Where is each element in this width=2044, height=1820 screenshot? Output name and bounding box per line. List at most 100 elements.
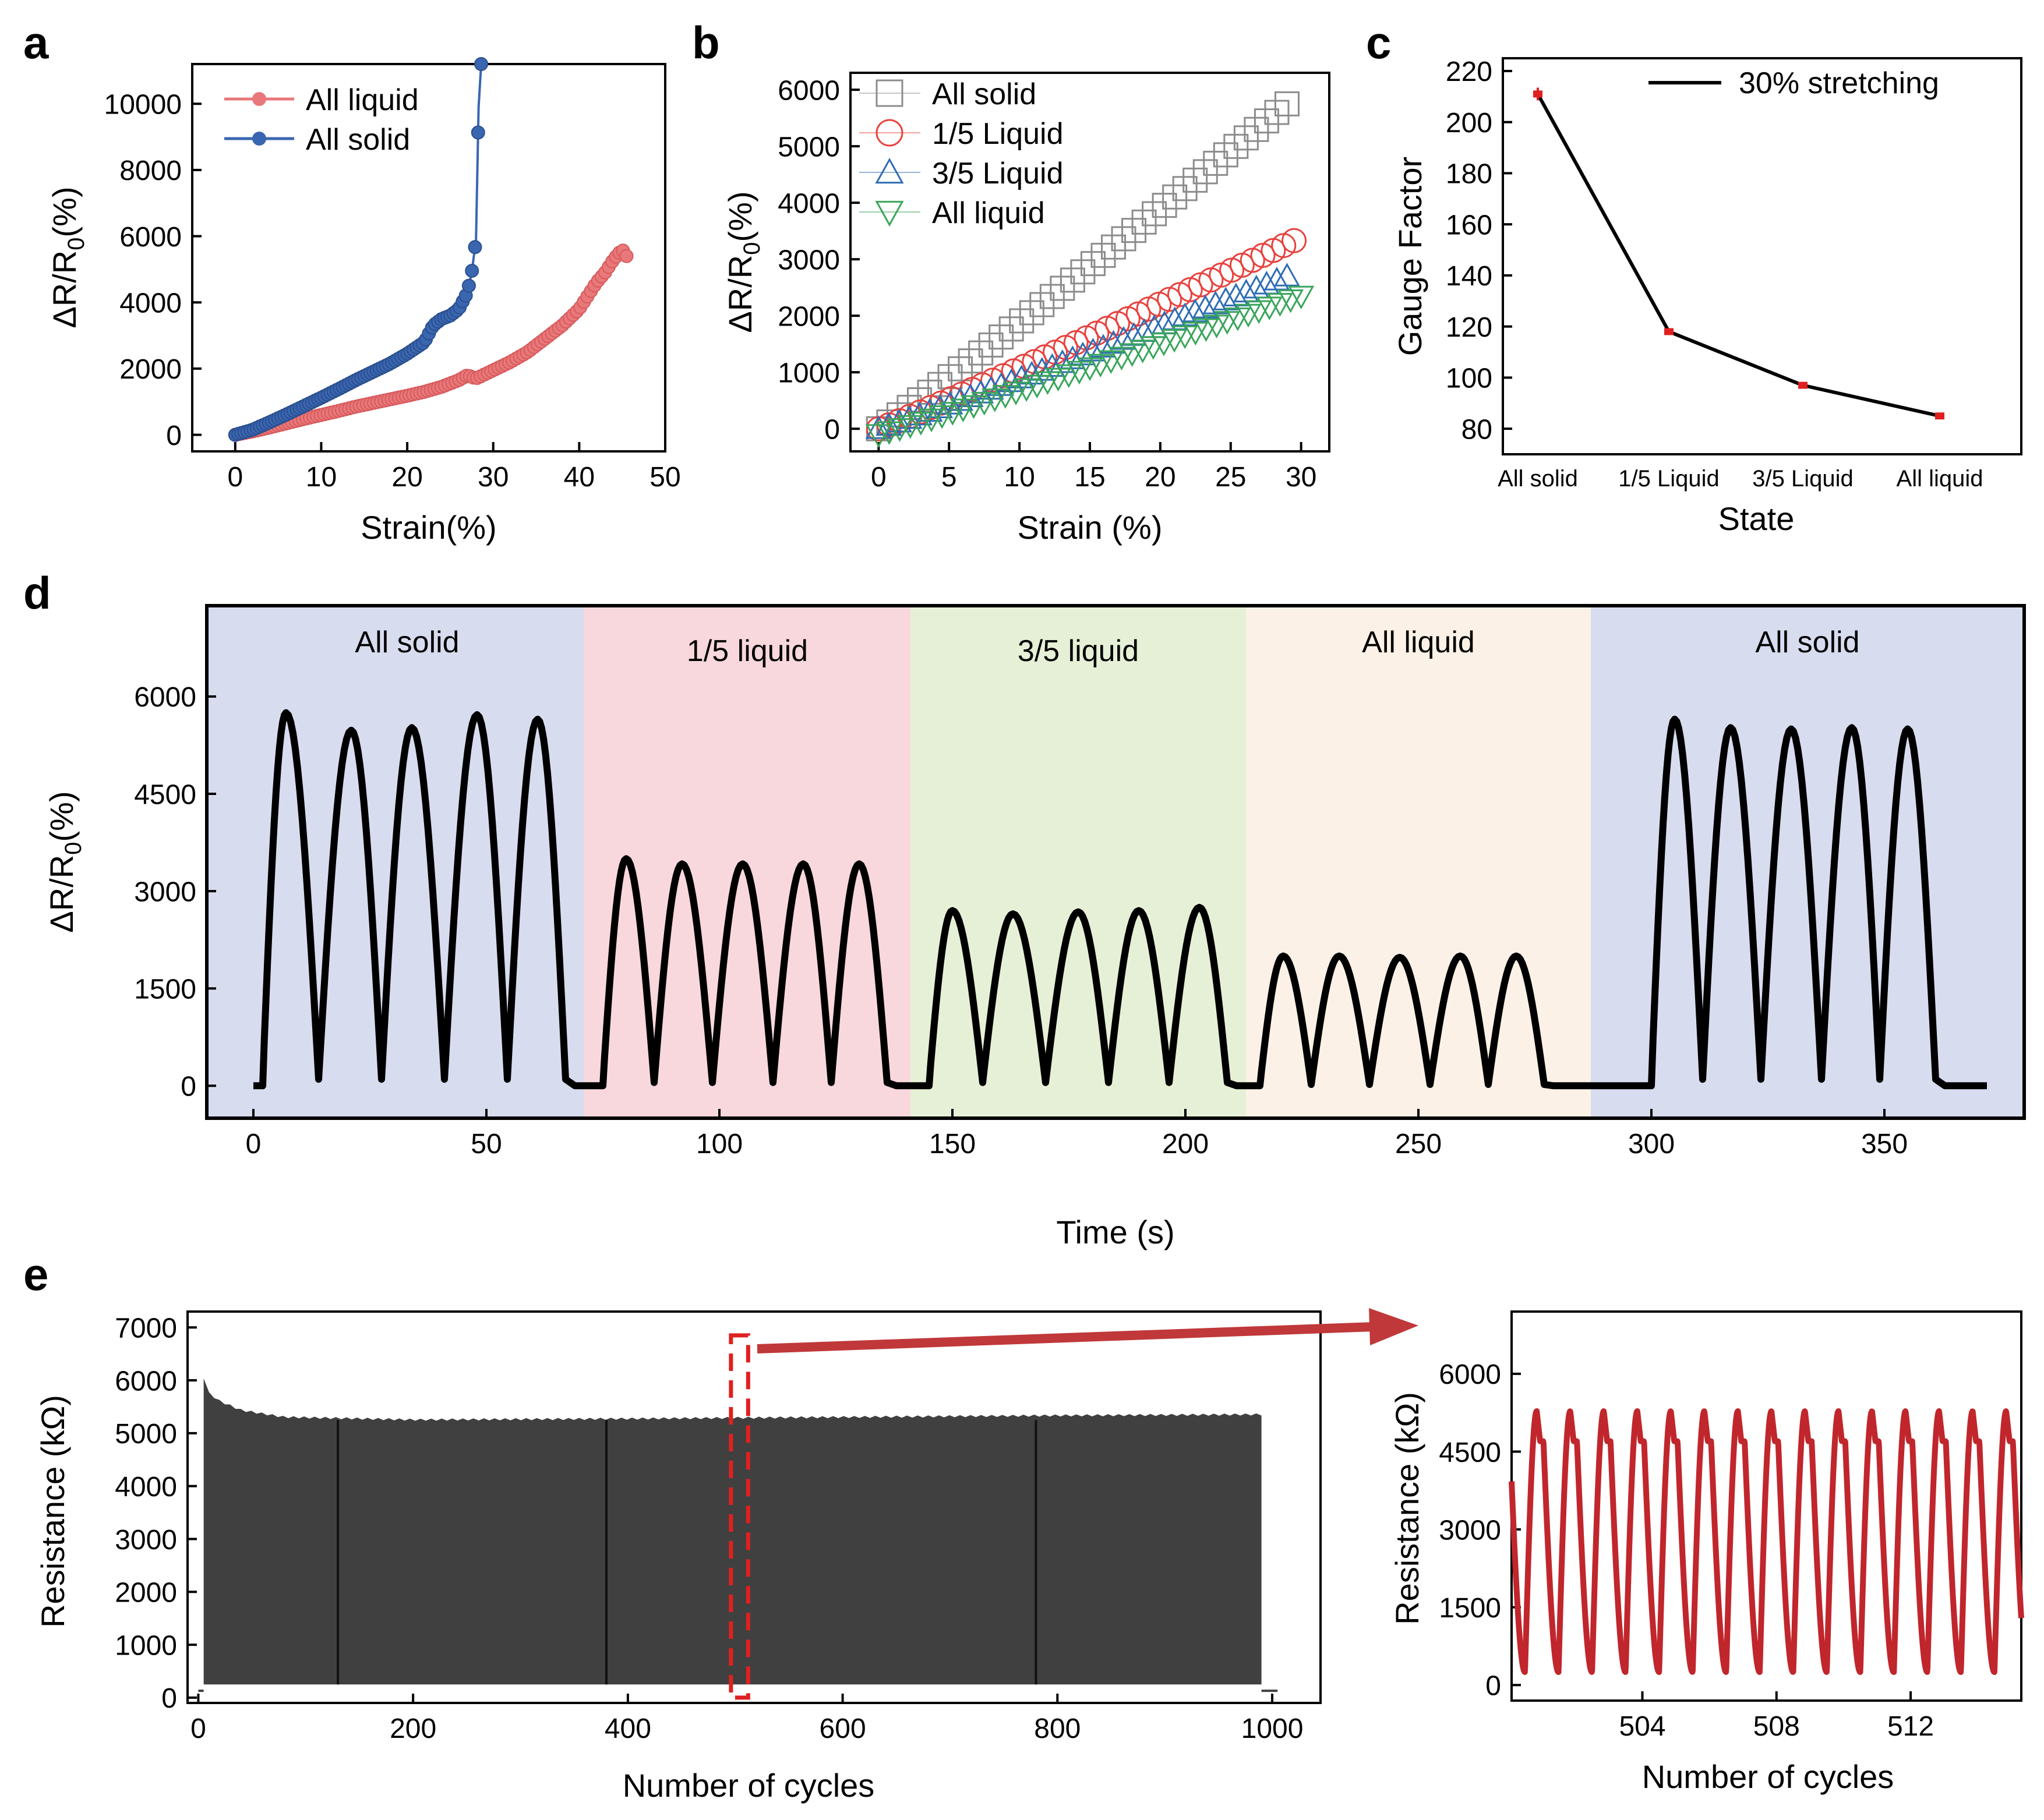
panel-d-region-label: All liquid	[1362, 625, 1475, 659]
panel-b-xlabel: Strain (%)	[1018, 509, 1163, 546]
panel-b-point	[977, 376, 1004, 400]
panel-a-ytick-label: 6000	[119, 222, 182, 253]
panel-d-chart: All solid 1/5 liquid 3/5 liquid All liquid A…	[43, 604, 2026, 1250]
panel-d-xtick-label: 0	[246, 1129, 262, 1160]
panel-b-point	[1223, 133, 1249, 159]
panel-e-left-xtick-label: 200	[390, 1713, 436, 1744]
panel-e-left-xtick-label: 1000	[1241, 1713, 1304, 1744]
panel-e-right-xtick-label: 508	[1753, 1711, 1800, 1742]
panel-b-legend-label: 1/5 Liquid	[932, 117, 1064, 151]
panel-e-right-ytick-label: 4500	[1439, 1437, 1501, 1468]
panel-b-point	[1019, 300, 1044, 326]
panel-a-point	[461, 278, 476, 293]
panel-e-right-signal-line	[1509, 1408, 2024, 1676]
panel-c-ytick-label: 140	[1446, 261, 1492, 292]
panel-b-point	[1029, 292, 1055, 317]
panel-d-region	[910, 606, 1246, 1118]
panel-d-xtick-label: 50	[471, 1129, 502, 1160]
panel-a-xlabel: Strain(%)	[361, 509, 496, 546]
panel-b-point	[896, 405, 923, 429]
panel-e-left-xtick-label: 600	[820, 1713, 866, 1744]
panel-b-point	[1121, 218, 1147, 243]
panel-a-xtick-label: 40	[564, 462, 595, 493]
panel-b-point	[1203, 150, 1228, 176]
zoom-arrow	[757, 1322, 1375, 1353]
panel-b-legend-label: All solid	[932, 77, 1036, 111]
panel-b-xtick-label: 10	[1004, 462, 1035, 493]
panel-c-ytick-label: 120	[1446, 312, 1492, 343]
panel-e-left-xlabel: Number of cycles	[623, 1767, 875, 1804]
panel-b-point	[1273, 263, 1301, 287]
panel-b-point	[1009, 308, 1035, 334]
panel-a-xtick-label: 0	[227, 462, 243, 493]
panel-c-ytick-label: 180	[1446, 159, 1492, 190]
panel-e-right-xtick-label: 504	[1619, 1711, 1665, 1742]
panel-a-frame	[191, 63, 666, 453]
panel-b-point	[1039, 284, 1065, 309]
panel-b-point	[906, 401, 933, 426]
panel-b-ytick-label: 5000	[778, 132, 840, 162]
panel-e-right-xlabel: Number of cycles	[1642, 1758, 1894, 1795]
panel-d-signal-line	[253, 709, 1987, 1090]
panel-a-legend-label: All solid	[306, 123, 410, 157]
panel-a-point	[471, 125, 485, 140]
panel-b-point	[1182, 167, 1208, 193]
panel-b-point	[876, 79, 903, 107]
panel-e-left-xtick-label: 800	[1034, 1713, 1081, 1744]
panel-c-point	[1935, 412, 1944, 420]
panel-b-point	[958, 348, 983, 374]
panel-b-ytick-label: 6000	[778, 75, 840, 106]
panel-e-right-ytick-label: 1500	[1439, 1593, 1501, 1624]
panel-a-point	[619, 249, 634, 263]
panel-a-point	[474, 57, 489, 71]
panel-e-left-ytick-label: 2000	[115, 1578, 177, 1609]
panel-a-point	[465, 263, 479, 278]
panel-a-ytick-label: 10000	[104, 89, 182, 120]
panel-e-left-zoom-box	[729, 1333, 750, 1700]
panel-d-ytick-label: 1500	[134, 974, 196, 1005]
panel-b-ylabel: ΔR/R0(%)	[722, 191, 765, 333]
panel-e-left-frame	[186, 1310, 1322, 1704]
panel-d-xtick-label: 200	[1162, 1129, 1209, 1160]
panel-b-point	[916, 398, 943, 422]
panel-a-legend-marker	[252, 132, 266, 146]
panel-b-legend-label: All liquid	[932, 196, 1045, 230]
panel-d-ytick-label: 6000	[134, 682, 196, 713]
panel-b-xtick-label: 15	[1074, 462, 1105, 493]
panel-b-xtick-label: 0	[871, 462, 887, 493]
panel-d-xtick-label: 250	[1395, 1129, 1442, 1160]
panel-c-ylabel: Gauge Factor	[1392, 157, 1428, 356]
panel-e-left-ytick-label: 1000	[115, 1630, 177, 1661]
panel-b-point	[1131, 209, 1157, 235]
panel-label-b: b	[692, 17, 720, 68]
panel-a-xtick-label: 50	[649, 462, 680, 493]
panel-a-ytick-label: 8000	[119, 156, 182, 186]
panel-b-point	[948, 356, 973, 381]
panel-b-point	[1172, 176, 1198, 202]
panel-d-region-label: All solid	[1755, 625, 1859, 659]
panel-b-point	[1111, 226, 1136, 252]
panel-b-point	[1050, 275, 1075, 301]
panel-e-right-ytick-label: 6000	[1439, 1359, 1501, 1390]
panel-b-point	[998, 368, 1025, 393]
panel-e-right-ytick-label: 3000	[1439, 1515, 1501, 1546]
panel-a-xtick-label: 10	[306, 462, 337, 493]
panel-b-point	[1263, 267, 1290, 291]
panel-b-point	[885, 408, 912, 433]
panel-e-right-chart: 0 1500 3000 4500 6000 504 508 512 Number of cyc…	[1389, 1310, 2024, 1795]
panel-b-xtick-label: 25	[1215, 462, 1246, 493]
panel-b-point	[989, 324, 1014, 350]
panel-b-legend-label: 3/5 Liquid	[932, 157, 1064, 190]
panel-a-ytick-label: 2000	[119, 354, 182, 385]
panel-d-xlabel: Time (s)	[1056, 1214, 1174, 1250]
panel-d-ytick-label: 0	[181, 1072, 196, 1102]
panel-b-point	[978, 332, 1004, 358]
panel-d-region-label: All solid	[355, 625, 459, 659]
panel-d-ytick-label: 4500	[134, 779, 196, 810]
zoom-arrow-head	[1369, 1308, 1418, 1345]
panel-d-xtick-label: 300	[1628, 1129, 1675, 1160]
panel-e-left-ytick-label: 6000	[115, 1366, 177, 1397]
panel-e-left-ytick-label: 5000	[115, 1419, 177, 1450]
panel-c-ytick-label: 200	[1446, 108, 1492, 139]
